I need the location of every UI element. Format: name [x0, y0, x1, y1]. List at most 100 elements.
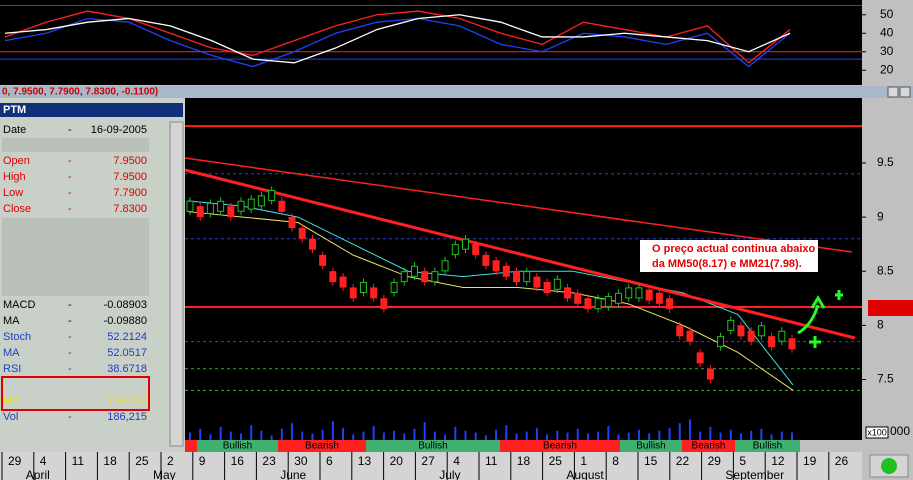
quote-bar [0, 86, 913, 98]
volume-bar [791, 432, 793, 440]
candle [788, 338, 796, 350]
restore-button[interactable] [887, 86, 899, 98]
date-label: 29 [8, 454, 22, 468]
date-label: 4 [453, 454, 460, 468]
volume-bar [209, 434, 212, 440]
indicator-line [4, 17, 791, 68]
candle [635, 287, 643, 299]
info-label: MA [3, 315, 20, 327]
signal-segment [278, 440, 366, 452]
volume-bar [739, 433, 742, 440]
plus [835, 290, 843, 300]
candle [502, 265, 510, 277]
arrows [797, 290, 843, 348]
volume-bar [576, 428, 579, 440]
candle [441, 260, 449, 272]
candle [768, 336, 776, 348]
volume-bar [219, 426, 222, 440]
candle [706, 368, 714, 380]
volume-bar [362, 431, 365, 440]
candle [625, 287, 633, 299]
candle [737, 325, 745, 337]
candle [645, 289, 653, 301]
info-label: MA [3, 347, 20, 359]
volume-bar [566, 432, 569, 440]
info-value: 7.98353 [107, 395, 147, 407]
y-tick-label: 30 [880, 44, 894, 58]
volume-bar [403, 433, 406, 440]
signal-label: Bearish [543, 441, 577, 452]
info-label: Low [3, 187, 23, 199]
info-sep: - [68, 171, 72, 183]
signal-segment [620, 440, 682, 452]
info-label: RSI [3, 363, 21, 375]
info-sep: - [68, 124, 72, 136]
date-label: 18 [103, 454, 117, 468]
y-tick-label: 9 [877, 209, 884, 223]
candle [604, 296, 612, 308]
info-sep: - [68, 203, 72, 215]
candle [482, 254, 490, 266]
info-label: MACD [3, 299, 35, 311]
candle [747, 330, 755, 342]
info-value: -0.09880 [104, 315, 147, 327]
trend-line [184, 168, 856, 340]
volume-bar [709, 426, 712, 440]
date-axis [0, 452, 862, 480]
volume-bar [556, 430, 559, 440]
candle [553, 278, 561, 290]
indicator-line [4, 14, 791, 64]
candle [564, 287, 572, 299]
candle [757, 325, 765, 337]
date-label: 11 [72, 454, 85, 468]
scrollbar[interactable] [169, 121, 184, 447]
candle [247, 198, 255, 210]
info-value: 52.2124 [107, 331, 147, 343]
info-sep: - [68, 187, 72, 199]
info-label: Date [3, 124, 26, 136]
candle [666, 298, 674, 310]
date-label: 25 [549, 454, 563, 468]
volume-bar [729, 429, 732, 440]
maximize-button[interactable] [899, 86, 911, 98]
candle [574, 292, 582, 304]
candle [329, 271, 337, 283]
volume-bar [474, 432, 477, 440]
signal-segment [185, 440, 197, 452]
candle [237, 200, 245, 212]
info-sep: - [68, 155, 72, 167]
candle [186, 200, 194, 212]
smiley [881, 458, 897, 474]
info-value: 7.9500 [113, 171, 147, 183]
candle [206, 202, 214, 214]
volume-bar [678, 423, 681, 440]
signal-segment [500, 440, 620, 452]
date-label: 19 [803, 454, 817, 468]
candle [543, 281, 551, 293]
volume-bar [464, 430, 467, 440]
candle [359, 281, 367, 293]
y-tick-label: 20 [880, 62, 894, 76]
info-spacer [2, 138, 149, 152]
y-tick-label: 9.5 [877, 155, 894, 169]
candle [461, 238, 469, 250]
date-label: 18 [517, 454, 531, 468]
volume-bar [546, 434, 549, 440]
volume-bar [597, 431, 600, 440]
volume-tick: 000 [890, 424, 910, 438]
signal-label: Bullish [418, 441, 447, 452]
volume-bar [250, 425, 253, 440]
candle [410, 265, 418, 277]
info-label: Close [3, 203, 31, 215]
month-label: July [439, 468, 460, 480]
volume-bar [607, 426, 610, 440]
candle [288, 217, 296, 229]
candle [380, 298, 388, 310]
info-label: Stoch [3, 331, 31, 343]
volume-bar [658, 430, 661, 440]
volume-bar [291, 423, 294, 440]
volume-bar [627, 432, 630, 440]
date-label: 8 [612, 454, 619, 468]
volume-unit-box [865, 426, 889, 439]
candle [421, 271, 429, 283]
